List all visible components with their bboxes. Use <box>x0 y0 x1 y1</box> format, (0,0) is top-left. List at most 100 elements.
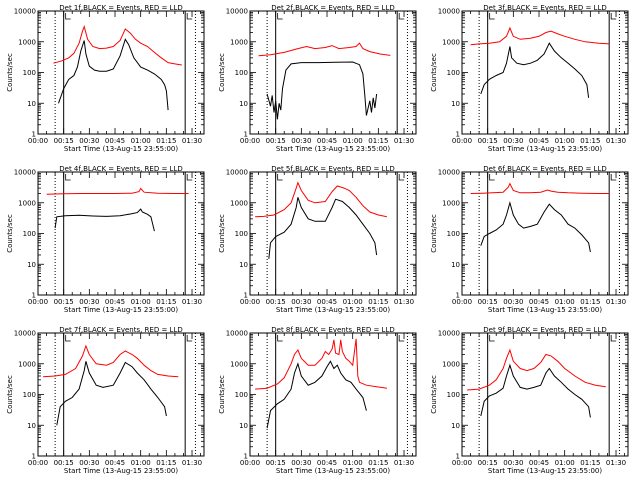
y-tick-label: 100 <box>447 391 460 399</box>
x-tick-label: 00:45 <box>105 298 125 306</box>
marker-bracket <box>610 13 617 20</box>
series-lld <box>258 42 391 57</box>
y-axis-label: Counts/sec <box>6 53 14 92</box>
x-tick-label: 01:30 <box>606 298 626 306</box>
plot-frame <box>37 10 205 135</box>
x-tick-label: 01:15 <box>580 459 600 467</box>
y-tick-label: 10000 <box>438 8 460 16</box>
x-tick-label: 00:15 <box>478 459 498 467</box>
panel-title: Det 1f,BLACK = Events, RED = LLD <box>59 4 182 12</box>
series-events <box>268 197 378 259</box>
x-tick-label: 00:30 <box>503 137 523 145</box>
x-tick-label: 00:00 <box>28 298 48 306</box>
panel-title: Det 3f,BLACK = Events, RED = LLD <box>483 4 606 12</box>
marker-bracket <box>186 174 193 181</box>
x-tick-label: 01:00 <box>555 298 575 306</box>
marker-bracket <box>65 13 71 20</box>
x-tick-label: 00:00 <box>240 298 260 306</box>
series-events <box>58 38 169 111</box>
series-lld <box>255 338 387 390</box>
x-tick-label: 00:00 <box>452 137 472 145</box>
x-tick-label: 01:15 <box>368 298 388 306</box>
x-tick-label: 00:30 <box>291 459 311 467</box>
y-tick-label: 1000 <box>442 38 460 46</box>
y-tick-label: 1000 <box>442 199 460 207</box>
x-tick-label: 00:15 <box>478 137 498 145</box>
series-events <box>480 200 591 253</box>
y-tick-label: 10 <box>239 422 248 430</box>
marker-bracket <box>610 335 617 342</box>
series-lld <box>467 348 606 391</box>
marker-bracket <box>65 174 71 181</box>
y-tick-label: 1 <box>456 292 460 300</box>
marker-bracket <box>610 174 617 181</box>
y-tick-label: 10000 <box>14 330 36 338</box>
y-tick-label: 100 <box>235 230 248 238</box>
x-tick-label: 01:15 <box>368 459 388 467</box>
x-tick-label: 01:00 <box>131 459 151 467</box>
y-tick-label: 10000 <box>14 169 36 177</box>
panel-title: Det 8f,BLACK = Events, RED = LLD <box>271 326 394 334</box>
x-tick-label: 00:45 <box>317 459 337 467</box>
y-tick-label: 1000 <box>442 360 460 368</box>
x-axis-label: Start Time (13-Aug-15 23:55:00) <box>64 306 178 314</box>
x-tick-label: 00:45 <box>529 137 549 145</box>
panel-title: Det 6f,BLACK = Events, RED = LLD <box>483 165 606 173</box>
panel-title: Det 5f,BLACK = Events, RED = LLD <box>271 165 394 173</box>
x-tick-label: 00:00 <box>28 459 48 467</box>
y-axis-label: Counts/sec <box>430 375 438 414</box>
y-tick-label: 10 <box>451 261 460 269</box>
x-axis-label: Start Time (13-Aug-15 23:55:00) <box>488 145 602 153</box>
y-axis-label: Counts/sec <box>6 375 14 414</box>
y-tick-label: 10000 <box>226 169 248 177</box>
x-tick-label: 00:30 <box>291 298 311 306</box>
series-events <box>56 361 167 426</box>
y-tick-label: 10000 <box>226 330 248 338</box>
y-tick-label: 10000 <box>14 8 36 16</box>
y-tick-label: 100 <box>23 69 36 77</box>
y-tick-label: 1000 <box>18 38 36 46</box>
panel-det-5: 1 10 100 1000 10000 00:00 00:15 00:30 00:45 01:00… <box>218 165 417 314</box>
panel-det-1: 1 10 100 1000 10000 00:00 00:15 00:30 00:45 01:00… <box>6 4 205 153</box>
x-tick-label: 00:00 <box>28 137 48 145</box>
x-tick-label: 01:00 <box>555 137 575 145</box>
x-tick-label: 00:15 <box>54 298 74 306</box>
x-tick-label: 00:15 <box>266 459 286 467</box>
y-tick-label: 1 <box>32 131 36 139</box>
series-lld <box>470 182 610 194</box>
panel-title: Det 9f,BLACK = Events, RED = LLD <box>483 326 606 334</box>
y-tick-label: 100 <box>23 391 36 399</box>
x-tick-label: 00:45 <box>529 459 549 467</box>
y-tick-label: 1000 <box>18 199 36 207</box>
y-tick-label: 10 <box>27 261 36 269</box>
y-tick-label: 10 <box>239 261 248 269</box>
y-tick-label: 10000 <box>438 169 460 177</box>
y-tick-label: 1000 <box>230 360 248 368</box>
y-tick-label: 1 <box>244 131 248 139</box>
panel-title: Det 7f,BLACK = Events, RED = LLD <box>59 326 182 334</box>
series-events <box>266 61 378 120</box>
panel-title: Det 2f,BLACK = Events, RED = LLD <box>271 4 394 12</box>
series-events <box>480 42 590 98</box>
x-tick-label: 01:30 <box>182 137 202 145</box>
series-lld <box>255 181 388 218</box>
x-tick-label: 00:15 <box>266 137 286 145</box>
x-tick-label: 00:45 <box>529 298 549 306</box>
y-tick-label: 1000 <box>230 38 248 46</box>
x-tick-label: 01:30 <box>606 137 626 145</box>
x-tick-label: 01:30 <box>394 137 414 145</box>
marker-bracket <box>277 13 283 20</box>
plot-frame <box>461 10 629 135</box>
x-tick-label: 00:30 <box>79 459 99 467</box>
series-events <box>54 208 155 232</box>
y-axis-label: Counts/sec <box>218 375 226 414</box>
x-tick-label: 01:00 <box>131 298 151 306</box>
x-axis-label: Start Time (13-Aug-15 23:55:00) <box>276 467 390 475</box>
x-tick-label: 00:30 <box>503 459 523 467</box>
x-tick-label: 01:15 <box>156 459 176 467</box>
marker-bracket <box>186 13 193 20</box>
marker-bracket <box>65 335 71 342</box>
series-lld <box>53 24 182 66</box>
y-tick-label: 1000 <box>230 199 248 207</box>
